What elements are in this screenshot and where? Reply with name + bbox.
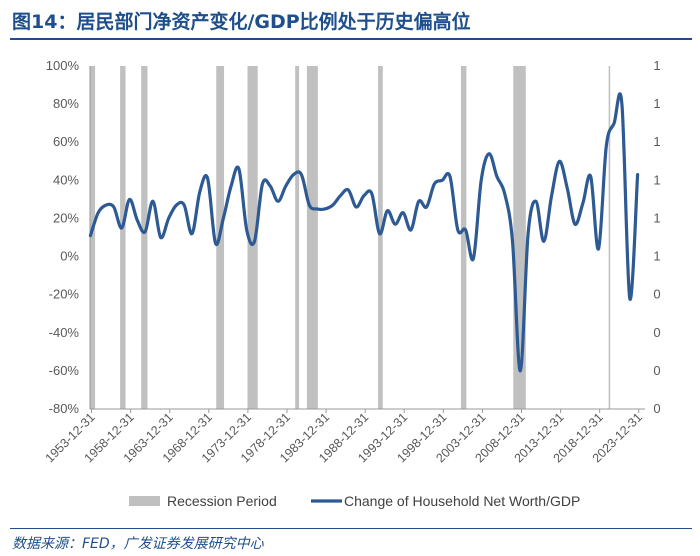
y2-tick-label: 0	[653, 401, 660, 416]
left-axis-labels: 100% 80% 60% 40% 20% 0% -20% -40% -60% -80%	[46, 58, 80, 416]
y-tick-label: -60%	[49, 363, 80, 378]
y-tick-label: 60%	[53, 134, 79, 149]
y-tick-label: -40%	[49, 325, 80, 340]
chart: 100%80%60%40%20%0%-20%-40%-60%-80% 11111…	[43, 58, 661, 509]
legend-swatch-recession	[129, 496, 160, 506]
y-tick-label: 20%	[53, 210, 79, 225]
legend: Recession Period Change of Household Net …	[129, 493, 580, 509]
y2-tick-label: 1	[653, 172, 660, 187]
y2-tick-label: 1	[653, 58, 660, 73]
y2-tick-label: 0	[653, 287, 660, 302]
y2-tick-label: 1	[653, 96, 660, 111]
recession-bar-6	[306, 66, 318, 409]
recession-bar-0	[90, 66, 96, 409]
recession-bar-2	[141, 66, 148, 409]
y2-tick-label: 1	[653, 134, 660, 149]
source-note: 数据来源：FED，广发证券发展研究中心	[12, 536, 264, 552]
recession-bar-10	[608, 66, 611, 409]
y2-tick-label: 1	[653, 249, 660, 264]
axes	[89, 66, 645, 410]
legend-label-networth: Change of Household Net Worth/GDP	[344, 493, 580, 509]
x-axis-labels: 1953-12-311958-12-311963-12-311968-12-31…	[43, 409, 645, 465]
series	[88, 92, 640, 373]
recession-bar-4	[247, 66, 258, 409]
right-axis-labels: 1 1 1 1 1 1 0 0 0 0	[653, 58, 660, 416]
series-line-0	[88, 92, 640, 373]
recession-bar-8	[460, 66, 467, 409]
recession-bar-7	[378, 66, 383, 409]
y2-tick-label: 1	[653, 210, 660, 225]
y2-tick-label: 0	[653, 325, 660, 340]
y-tick-label: 100%	[46, 58, 80, 73]
chart-title: 图14：居民部门净资产变化/GDP比例处于历史偏高位	[12, 11, 471, 33]
y-tick-label: -20%	[49, 287, 80, 302]
y-tick-label: 80%	[53, 96, 79, 111]
legend-label-recession: Recession Period	[167, 493, 277, 509]
title-bar: 图14：居民部门净资产变化/GDP比例处于历史偏高位	[0, 0, 700, 40]
recession-bar-5	[295, 66, 300, 409]
y-tick-label: 0%	[60, 249, 79, 264]
y2-tick-label: 0	[653, 363, 660, 378]
bottom-rule	[10, 528, 692, 529]
y-tick-label: 40%	[53, 172, 79, 187]
recession-bars	[90, 66, 611, 409]
title-underline	[10, 38, 692, 40]
y-tick-label: -80%	[49, 401, 80, 416]
recession-bar-1	[120, 66, 126, 409]
